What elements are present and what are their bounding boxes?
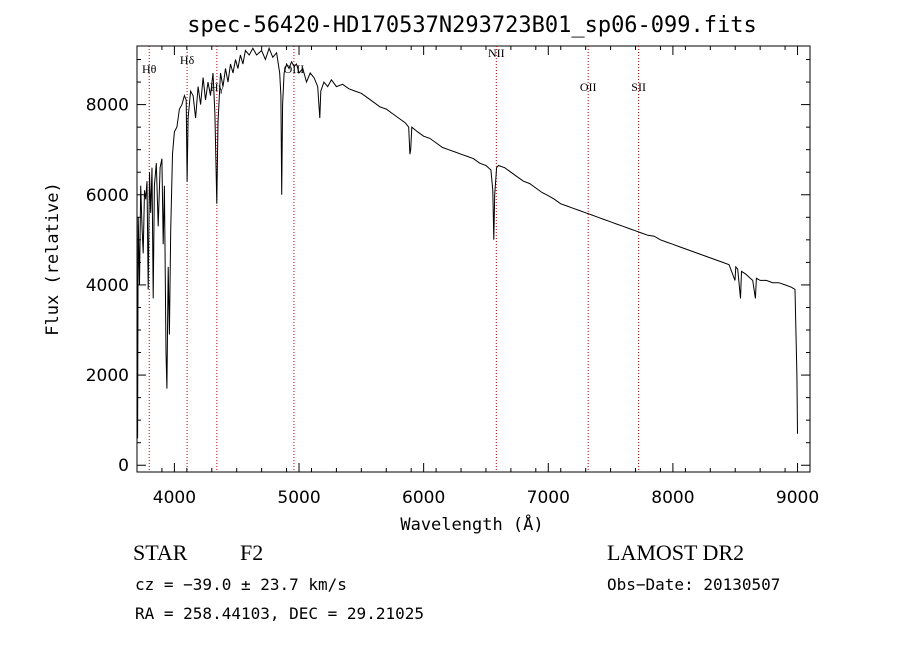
object-class: STAR <box>133 540 188 565</box>
chart-title: spec-56420-HD170537N293723B01_sp06-099.f… <box>187 13 757 38</box>
y-tick-label: 0 <box>118 456 129 476</box>
y-axis-label: Flux (relative) <box>43 182 63 336</box>
x-tick-label: 6000 <box>402 488 445 508</box>
x-axis-label: Wavelength (Å) <box>400 513 543 535</box>
marker-label: Hθ <box>142 62 157 76</box>
x-axis-ticks: 4000 5000 6000 7000 8000 9000 <box>136 46 819 508</box>
spectrum-line <box>136 46 798 439</box>
coordinates-text: RA = 258.44103, DEC = 29.21025 <box>135 604 424 623</box>
marker-label: NII <box>488 46 505 60</box>
x-tick-label: 9000 <box>776 488 819 508</box>
x-tick-label: 5000 <box>277 488 320 508</box>
observation-date: Obs−Date: 20130507 <box>607 575 781 594</box>
y-axis-ticks: 0 2000 4000 6000 8000 <box>86 59 810 476</box>
x-tick-label: 8000 <box>651 488 694 508</box>
marker-label: Hδ <box>180 53 195 67</box>
y-tick-label: 2000 <box>86 366 129 386</box>
plot-frame <box>136 45 811 473</box>
x-tick-label: 7000 <box>527 488 570 508</box>
redshift-text: cz = −39.0 ± 23.7 km/s <box>135 575 347 594</box>
survey-name: LAMOST DR2 <box>607 540 745 565</box>
marker-label: OII <box>580 80 597 94</box>
marker-label: SII <box>631 80 646 94</box>
object-subclass: F2 <box>240 540 264 565</box>
emission-line-markers <box>148 46 640 472</box>
y-tick-label: 4000 <box>86 276 129 296</box>
x-tick-label: 4000 <box>153 488 196 508</box>
y-tick-label: 6000 <box>86 186 129 206</box>
y-tick-label: 8000 <box>86 96 129 116</box>
